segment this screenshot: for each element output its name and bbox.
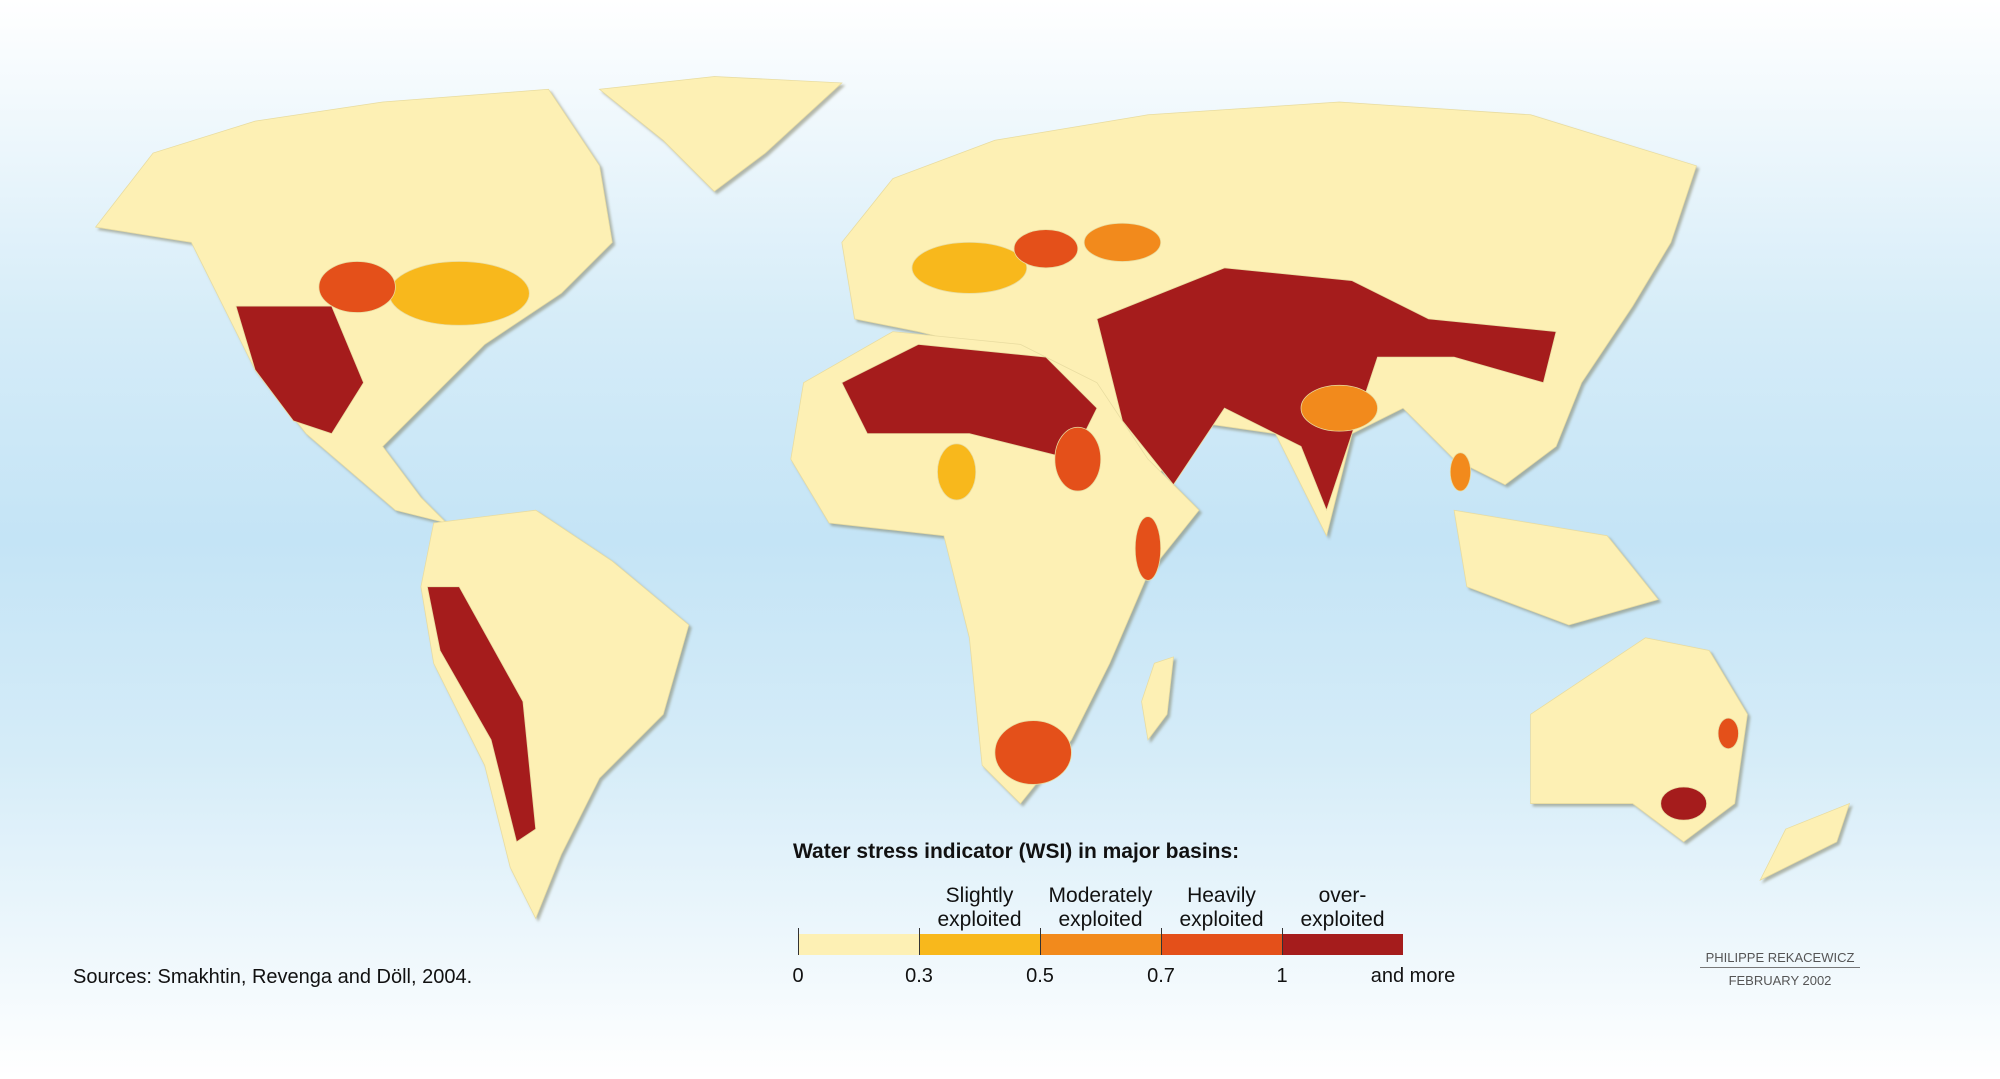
author: PHILIPPE REKACEWICZ [1700,950,1860,968]
tick-label: 0.5 [1026,965,1054,987]
legend-class-label: Slightly exploited [937,884,1022,931]
legend-class-label: Moderately exploited [1048,884,1153,931]
open-end-label: and more [1370,965,1456,987]
sources: Sources: Smakhtin, Revenga and Döll, 200… [73,966,473,988]
tick-label: 0 [792,965,804,987]
tick-label: 0.3 [905,965,933,987]
stress-areas [235,222,1739,843]
tick-mark [1161,928,1162,955]
legend-swatch [1282,934,1403,955]
tick-mark [798,928,799,955]
legend-swatch [798,934,919,955]
legend-title: Water stress indicator (WSI) in major ba… [793,840,1240,863]
tick-mark [919,928,920,955]
legend-class-label: Heavily exploited [1179,884,1264,931]
tick-label: 1 [1276,965,1288,987]
date: FEBRUARY 2002 [1728,973,1832,988]
legend-class-label: over-exploited [1300,884,1385,931]
legend-swatch [1161,934,1282,955]
legend-swatch [919,934,1040,955]
tick-mark [1282,928,1283,955]
land [94,76,1851,920]
legend-swatch [1040,934,1161,955]
tick-label: 0.7 [1147,965,1175,987]
tick-mark [1040,928,1041,955]
